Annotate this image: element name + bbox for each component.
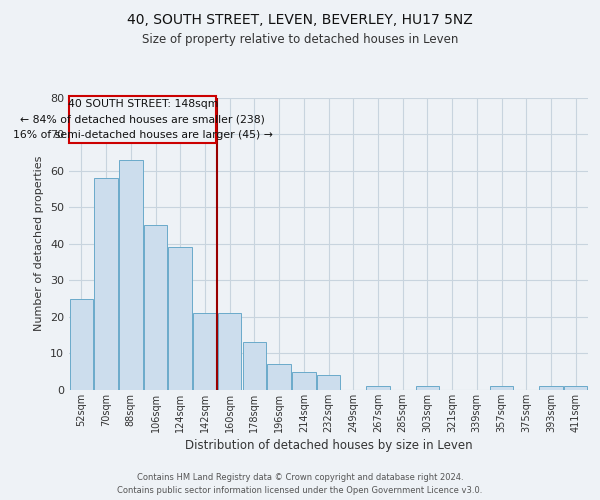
Bar xyxy=(564,386,587,390)
Bar xyxy=(292,372,316,390)
Text: Contains HM Land Registry data © Crown copyright and database right 2024.: Contains HM Land Registry data © Crown c… xyxy=(137,474,463,482)
Text: Contains public sector information licensed under the Open Government Licence v3: Contains public sector information licen… xyxy=(118,486,482,495)
Bar xyxy=(94,178,118,390)
Text: 40 SOUTH STREET: 148sqm: 40 SOUTH STREET: 148sqm xyxy=(68,98,218,108)
Bar xyxy=(70,298,93,390)
Bar xyxy=(416,386,439,390)
Bar xyxy=(317,376,340,390)
Text: 16% of semi-detached houses are larger (45) →: 16% of semi-detached houses are larger (… xyxy=(13,130,273,140)
Bar xyxy=(490,386,513,390)
Text: ← 84% of detached houses are smaller (238): ← 84% of detached houses are smaller (23… xyxy=(20,114,265,124)
Bar xyxy=(193,313,217,390)
Bar xyxy=(144,226,167,390)
Bar xyxy=(218,313,241,390)
Bar xyxy=(539,386,563,390)
Bar xyxy=(366,386,389,390)
X-axis label: Distribution of detached houses by size in Leven: Distribution of detached houses by size … xyxy=(185,439,472,452)
FancyBboxPatch shape xyxy=(70,96,216,143)
Bar xyxy=(119,160,143,390)
Bar xyxy=(169,248,192,390)
Y-axis label: Number of detached properties: Number of detached properties xyxy=(34,156,44,332)
Bar xyxy=(268,364,291,390)
Bar xyxy=(242,342,266,390)
Text: 40, SOUTH STREET, LEVEN, BEVERLEY, HU17 5NZ: 40, SOUTH STREET, LEVEN, BEVERLEY, HU17 … xyxy=(127,12,473,26)
Text: Size of property relative to detached houses in Leven: Size of property relative to detached ho… xyxy=(142,32,458,46)
